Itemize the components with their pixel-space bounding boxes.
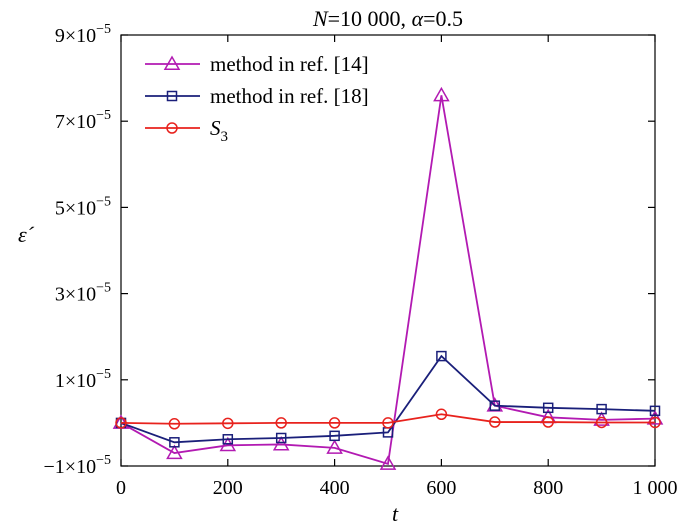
x-axis-title: t bbox=[392, 501, 399, 526]
y-axis-title: ε´ bbox=[18, 222, 35, 247]
data-point bbox=[222, 434, 234, 445]
series-line bbox=[120, 95, 656, 466]
legend-swatch-marker bbox=[166, 90, 178, 102]
legend-swatch-marker bbox=[166, 122, 178, 134]
y-tick-label: 3×10−5 bbox=[55, 281, 111, 306]
data-point bbox=[328, 417, 341, 429]
series-3 bbox=[115, 408, 661, 430]
data-point bbox=[595, 416, 608, 429]
series-lines bbox=[112, 86, 664, 470]
data-point bbox=[379, 455, 397, 470]
legend-entry: method in ref. [14] bbox=[145, 52, 369, 76]
legend-label: method in ref. [14] bbox=[210, 52, 369, 76]
x-tick-label: 1 000 bbox=[633, 477, 678, 499]
data-point bbox=[542, 402, 554, 414]
series-1 bbox=[112, 86, 664, 470]
data-point bbox=[649, 405, 661, 417]
data-point bbox=[435, 408, 448, 421]
series-line bbox=[120, 413, 655, 425]
y-tick-label: 5×10−5 bbox=[55, 194, 111, 219]
data-point bbox=[168, 418, 181, 430]
y-tick-label: 7×10−5 bbox=[55, 108, 111, 133]
y-tick-label: −1×10−5 bbox=[44, 453, 111, 478]
legend-entry: S3 bbox=[145, 116, 228, 145]
data-point bbox=[596, 403, 607, 415]
legend-entry: method in ref. [18] bbox=[145, 84, 369, 108]
title-end: =0.5 bbox=[423, 6, 463, 31]
data-point bbox=[433, 86, 450, 102]
data-point bbox=[272, 435, 290, 451]
data-point bbox=[115, 417, 127, 429]
title-n: N bbox=[312, 6, 329, 31]
series-2 bbox=[115, 350, 661, 448]
data-point bbox=[329, 430, 340, 442]
legend-swatch-marker bbox=[163, 55, 181, 70]
data-point bbox=[489, 416, 501, 428]
x-tick-label: 0 bbox=[116, 477, 126, 499]
ticks: 0 200 400 600 800 1 000 −1×10−5 1×10−5 3×10−5 5×1… bbox=[44, 22, 678, 499]
y-tick-label: 1×10−5 bbox=[55, 367, 111, 392]
data-point bbox=[646, 410, 664, 425]
title-mid: =10 000, bbox=[328, 6, 412, 31]
legend: method in ref. [14] method in ref. [18] S3 bbox=[145, 52, 369, 145]
data-point bbox=[275, 432, 287, 444]
y-tick-label: 9×10−5 bbox=[55, 22, 111, 47]
data-point bbox=[169, 437, 180, 448]
chart-title: N=10 000, α=0.5 bbox=[312, 6, 463, 31]
data-point bbox=[166, 444, 183, 460]
data-point bbox=[649, 416, 661, 429]
x-tick-label: 600 bbox=[426, 477, 456, 499]
x-tick-label: 200 bbox=[213, 477, 243, 499]
data-point bbox=[489, 400, 501, 411]
x-tick-label: 400 bbox=[320, 477, 350, 499]
x-tick-label: 800 bbox=[533, 477, 563, 499]
data-point bbox=[542, 416, 554, 428]
data-point bbox=[436, 350, 447, 362]
title-alpha: α bbox=[412, 6, 424, 31]
data-point bbox=[275, 417, 287, 429]
legend-label: S3 bbox=[210, 116, 228, 145]
data-point bbox=[382, 417, 394, 429]
data-point bbox=[222, 417, 234, 430]
legend-label: method in ref. [18] bbox=[210, 84, 369, 108]
series-line bbox=[120, 354, 656, 444]
data-point bbox=[326, 439, 343, 454]
plot-frame bbox=[120, 34, 656, 467]
